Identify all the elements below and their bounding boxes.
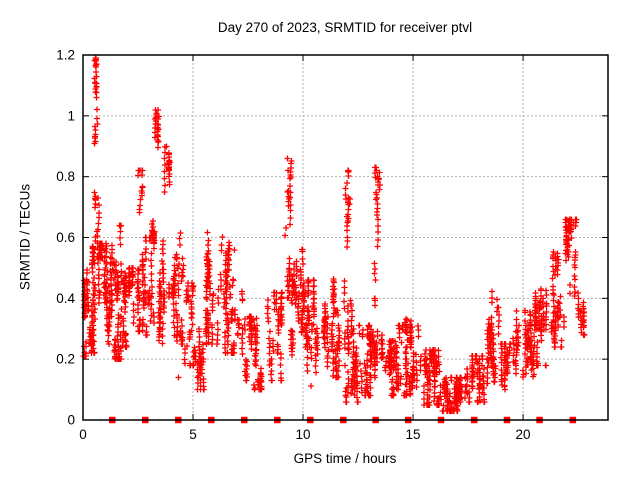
y-tick-label: 0 <box>67 413 75 428</box>
plot-border <box>82 54 609 421</box>
y-tick-label: 1 <box>67 108 75 123</box>
y-axis-label: SRMTID / TECUs <box>17 183 33 291</box>
srmtid-scatter-points <box>80 55 588 414</box>
y-tick-label: 0.2 <box>56 352 75 367</box>
x-tick-label: 5 <box>189 427 197 442</box>
chart-title: Day 270 of 2023, SRMTID for receiver ptv… <box>217 20 473 35</box>
y-tick-label: 0.8 <box>56 169 75 184</box>
y-tick-label: 0.6 <box>56 230 75 245</box>
x-axis-label: GPS time / hours <box>293 451 397 466</box>
x-tick-label: 10 <box>296 427 311 442</box>
y-tick-label: 1.2 <box>56 48 75 63</box>
tick-labels: 0 5 10 15 20 0 0.2 0.4 0.6 0.8 1 1.2 <box>56 48 530 443</box>
x-tick-label: 20 <box>516 427 531 442</box>
y-tick-label: 0.4 <box>56 291 75 306</box>
x-tick-label: 15 <box>406 427 421 442</box>
x-tick-label: 0 <box>79 427 87 442</box>
